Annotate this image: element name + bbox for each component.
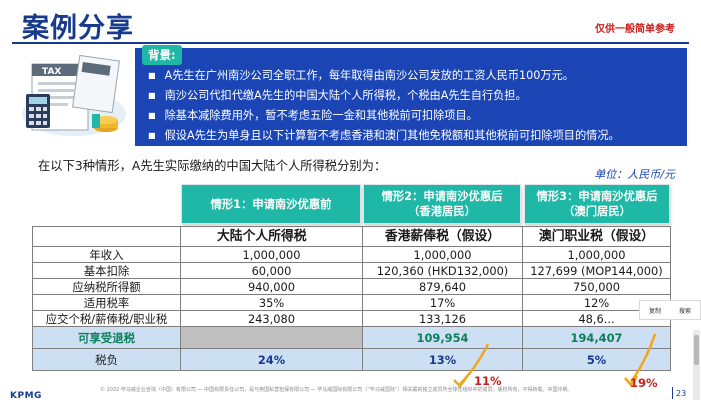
scenario-2-subtitle: （香港居民） xyxy=(408,205,476,218)
hk-annotation-rate: 11% xyxy=(474,374,502,388)
page-number-divider xyxy=(672,387,673,399)
context-menu-copy[interactable]: 复制 xyxy=(648,307,661,315)
table-cell: 133,126 xyxy=(362,310,523,327)
background-item: A先生在广州南沙公司全职工作，每年取得由南沙公司发放的工资人民币100万元。 xyxy=(148,66,684,86)
table-cell: 194,407 xyxy=(522,326,671,349)
title-divider xyxy=(12,42,689,44)
table-row: 适用税率 35% 17% 12% xyxy=(32,294,671,311)
mo-annotation-arrow-icon xyxy=(624,333,657,388)
background-item: 南沙公司代扣代缴A先生的中国大陆个人所得税，个税由A先生自行负担。 xyxy=(148,86,684,106)
row-label: 基本扣除 xyxy=(32,262,181,279)
table-cell: 120,360 (HKD132,000) xyxy=(362,262,523,279)
context-menu: 复制 搜索 xyxy=(639,300,701,320)
scenario-2-header: 情形2：申请南沙优惠后 （香港居民） xyxy=(363,184,521,224)
page-number: 23 xyxy=(676,389,687,398)
refund-row: 可享受退税 109,954 194,407 xyxy=(32,326,671,349)
scrollbar-track[interactable] xyxy=(693,330,700,400)
table-header-cell xyxy=(32,226,181,247)
scenario-1-header: 情形1：申请南沙优惠前 xyxy=(181,184,361,224)
row-label: 年收入 xyxy=(32,246,181,263)
table-row: 年收入 1,000,000 1,000,000 1,000,000 xyxy=(32,246,671,263)
scenario-3-header: 情形3：申请南沙优惠后 （澳门居民） xyxy=(524,184,670,224)
table-header-cell: 香港薪俸税（假设） xyxy=(362,226,523,247)
unit-label: 单位：人民币/元 xyxy=(594,168,675,181)
table-cell: 1,000,000 xyxy=(362,246,523,263)
scenario-3-subtitle: （澳门居民） xyxy=(563,205,631,218)
intro-text: 在以下3种情形，A先生实际缴纳的中国大陆个人所得税分别为： xyxy=(38,159,387,173)
background-list: A先生在广州南沙公司全职工作，每年取得由南沙公司发放的工资人民币100万元。 南… xyxy=(148,66,684,146)
row-label: 可享受退税 xyxy=(32,326,181,349)
table-cell: 940,000 xyxy=(180,278,363,295)
background-tag: 背景: xyxy=(142,45,182,65)
row-label: 适用税率 xyxy=(32,294,181,311)
table-header-row: 大陆个人所得税 香港薪俸税（假设） 澳门职业税（假设） xyxy=(32,226,671,247)
row-label: 应交个税/薪俸税/职业税 xyxy=(32,310,181,327)
scenario-3-title: 情形3：申请南沙优惠后 xyxy=(536,190,658,203)
table-cell-empty xyxy=(180,326,363,349)
table-cell: 5% xyxy=(522,348,671,371)
row-label: 税负 xyxy=(32,348,181,371)
background-item: 假设A先生为单身且以下计算暂不考虑香港和澳门其他免税额和其他税前可扣除项目的情况… xyxy=(148,126,684,146)
table-row: 基本扣除 60,000 120,360 (HKD132,000) 127,699… xyxy=(32,262,671,279)
burden-row: 税负 24% 13% 5% xyxy=(32,348,671,371)
footer-copyright: © 2022 毕马威企业咨询（中国）有限公司 — 中国有限责任公司，是与英国私营… xyxy=(100,387,573,393)
page-title: 案例分享 xyxy=(22,13,134,44)
context-menu-search[interactable]: 搜索 xyxy=(678,307,691,315)
table-row: 应交个税/薪俸税/职业税 243,080 133,126 48,6... xyxy=(32,310,671,327)
scrollbar-thumb[interactable] xyxy=(694,335,699,365)
table-cell: 17% xyxy=(362,294,523,311)
background-item: 除基本减除费用外，暂不考虑五险一金和其他税前可扣除项目。 xyxy=(148,106,684,126)
table-cell: 750,000 xyxy=(522,278,671,295)
scenario-1-title: 情形1：申请南沙优惠前 xyxy=(210,197,332,211)
disclaimer-note: 仅供一般简单参考 xyxy=(595,24,675,35)
kpmg-logo: KPMG xyxy=(10,391,42,401)
table-row: 应纳税所得额 940,000 879,640 750,000 xyxy=(32,278,671,295)
scenario-2-title: 情形2：申请南沙优惠后 xyxy=(381,190,503,203)
tax-icon-label: TAX xyxy=(42,67,61,77)
mo-annotation-rate: 19% xyxy=(630,376,658,390)
tax-comparison-table: 大陆个人所得税 香港薪俸税（假设） 澳门职业税（假设） 年收入 1,000,00… xyxy=(32,226,671,371)
row-label: 应纳税所得额 xyxy=(32,278,181,295)
table-cell: 879,640 xyxy=(362,278,523,295)
table-cell: 13% xyxy=(362,348,523,371)
table-cell: 60,000 xyxy=(180,262,363,279)
table-cell: 127,699 (MOP144,000) xyxy=(522,262,671,279)
tax-illustration-icon: TAX xyxy=(22,54,126,136)
table-cell: 1,000,000 xyxy=(180,246,363,263)
hk-annotation-arrow-icon xyxy=(453,343,490,388)
table-cell: 35% xyxy=(180,294,363,311)
table-header-cell: 澳门职业税（假设） xyxy=(522,226,671,247)
table-cell: 243,080 xyxy=(180,310,363,327)
table-cell: 109,954 xyxy=(362,326,523,349)
table-cell: 24% xyxy=(180,348,363,371)
table-header-cell: 大陆个人所得税 xyxy=(180,226,363,247)
table-cell: 1,000,000 xyxy=(522,246,671,263)
